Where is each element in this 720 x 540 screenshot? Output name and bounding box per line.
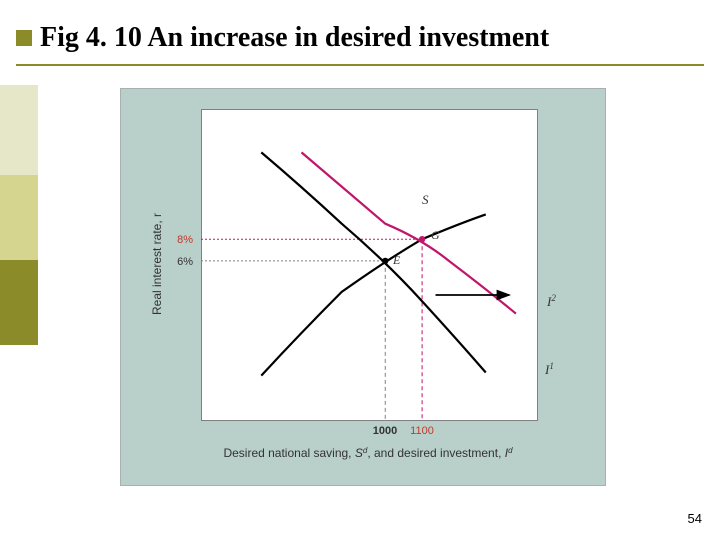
label-G: G bbox=[431, 228, 440, 242]
page-title: Fig 4. 10 An increase in desired investm… bbox=[40, 22, 549, 54]
title-underline bbox=[16, 64, 704, 66]
figure-frame: E G S I1 I2 8% 6% 1000 1100 Real interes… bbox=[120, 88, 606, 486]
curve-I2 bbox=[302, 152, 516, 313]
ytick-8: 8% bbox=[177, 234, 193, 246]
y-axis-label: Real interest rate, r bbox=[150, 213, 164, 315]
xtick-1100: 1100 bbox=[410, 425, 434, 437]
chart-svg: E G S I1 I2 8% 6% 1000 1100 Real interes… bbox=[121, 89, 605, 485]
page-number: 54 bbox=[688, 511, 702, 526]
title-accent-square bbox=[16, 30, 32, 46]
ytick-6: 6% bbox=[177, 256, 193, 268]
x-axis-label: Desired national saving, Sd, and desired… bbox=[223, 446, 513, 461]
point-E bbox=[382, 258, 388, 264]
label-I2: I2 bbox=[546, 293, 556, 309]
sidebar-decor bbox=[0, 85, 38, 345]
point-G bbox=[419, 236, 425, 242]
label-E: E bbox=[392, 253, 401, 267]
xtick-1000: 1000 bbox=[373, 425, 397, 437]
label-I1: I1 bbox=[544, 361, 554, 377]
label-S: S bbox=[422, 192, 429, 207]
